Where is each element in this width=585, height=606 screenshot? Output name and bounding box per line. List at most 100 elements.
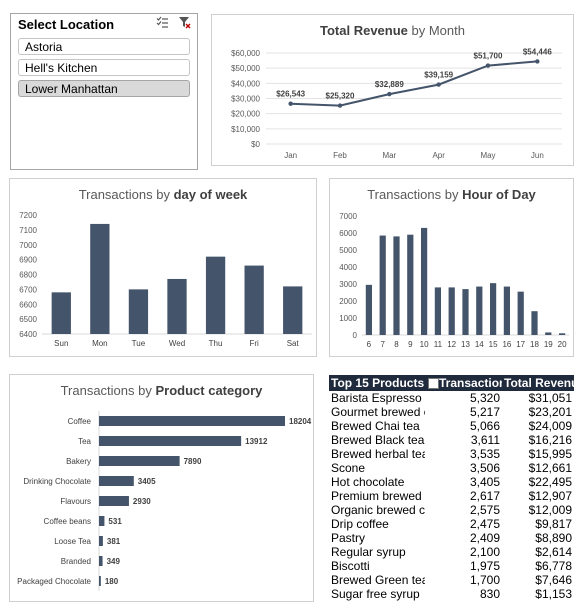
revenue-cell[interactable]: $7,646 bbox=[535, 573, 572, 587]
revenue-cell[interactable]: $9,817 bbox=[535, 517, 572, 531]
revenue-chart[interactable]: Total Revenue by Month $0 $10,000 $20,000 $… bbox=[211, 14, 574, 166]
dow-chart-plot: 6400 6500 6600 6700 6800 6900 7000 7100 7200 Sun M… bbox=[19, 211, 312, 348]
clear-filter-icon[interactable] bbox=[178, 16, 191, 34]
revenue-cell[interactable]: $16,216 bbox=[528, 433, 572, 447]
y-tick-label: 5000 bbox=[339, 246, 357, 255]
revenue-cell[interactable]: $12,907 bbox=[528, 489, 572, 503]
bar bbox=[99, 556, 103, 566]
column-header-transactions[interactable]: Transactions bbox=[425, 375, 502, 391]
table-row: Premium brewed coffee 2,617 $12,907 bbox=[329, 489, 574, 503]
table-row: Brewed herbal tea 3,535 $15,995 bbox=[329, 447, 574, 461]
x-tick-label: Wed bbox=[169, 339, 185, 348]
x-tick-label: 15 bbox=[489, 340, 498, 349]
revenue-cell[interactable]: $15,995 bbox=[528, 447, 572, 461]
transactions-cell[interactable]: 3,405 bbox=[469, 475, 500, 489]
hour-chart[interactable]: Transactions by Hour of Day 0 1000 2000 300… bbox=[329, 178, 574, 357]
product-name-cell[interactable]: Brewed Green tea bbox=[331, 573, 425, 587]
product-name-cell[interactable]: Regular syrup bbox=[331, 545, 406, 559]
product-name-cell[interactable]: Biscotti bbox=[331, 559, 370, 573]
transactions-cell[interactable]: 2,617 bbox=[469, 489, 500, 503]
filter-dropdown-icon[interactable] bbox=[428, 378, 439, 390]
product-name-cell[interactable]: Scone bbox=[331, 461, 366, 475]
revenue-cell[interactable]: $22,495 bbox=[528, 475, 572, 489]
product-name-cell[interactable]: Sugar free syrup bbox=[331, 587, 420, 601]
column-header-revenue[interactable]: Total Revenue bbox=[502, 375, 574, 391]
bar bbox=[99, 476, 134, 486]
table-row: Scone 3,506 $12,661 bbox=[329, 461, 574, 475]
multi-select-icon[interactable] bbox=[156, 16, 169, 34]
transactions-cell[interactable]: 2,475 bbox=[469, 517, 500, 531]
data-label: $26,543 bbox=[276, 90, 305, 99]
transactions-cell[interactable]: 3,611 bbox=[470, 433, 500, 447]
slicer-item-hells-kitchen[interactable]: Hell's Kitchen bbox=[18, 59, 190, 76]
bar bbox=[489, 283, 497, 335]
category-label: Coffee beans bbox=[44, 517, 91, 526]
product-name-cell[interactable]: Brewed Chai tea bbox=[331, 419, 420, 433]
product-name-cell[interactable]: Premium brewed coffee bbox=[331, 489, 425, 503]
transactions-cell[interactable]: 1,975 bbox=[469, 559, 500, 573]
revenue-cell[interactable]: $31,051 bbox=[528, 391, 572, 405]
slicer-title: Select Location bbox=[18, 17, 115, 32]
table-row: Brewed Green tea 1,700 $7,646 bbox=[329, 573, 574, 587]
revenue-cell[interactable]: $23,201 bbox=[528, 405, 572, 419]
revenue-cell[interactable]: $24,009 bbox=[528, 419, 572, 433]
x-tick-label: Sat bbox=[287, 339, 300, 348]
revenue-cell[interactable]: $6,778 bbox=[535, 559, 572, 573]
table-row: Pastry 2,409 $8,890 bbox=[329, 531, 574, 545]
transactions-cell[interactable]: 2,100 bbox=[469, 545, 500, 559]
transactions-cell[interactable]: 5,217 bbox=[469, 405, 500, 419]
y-tick-label: 6600 bbox=[19, 300, 37, 309]
x-tick-label: Mon bbox=[92, 339, 108, 348]
bar bbox=[448, 287, 455, 335]
product-name-cell[interactable]: Barista Espresso bbox=[331, 391, 422, 405]
bar bbox=[517, 291, 524, 335]
revenue-cell[interactable]: $8,890 bbox=[535, 531, 572, 545]
x-tick-label: 12 bbox=[447, 340, 456, 349]
product-name-cell[interactable]: Hot chocolate bbox=[331, 475, 405, 489]
bar bbox=[99, 536, 103, 546]
y-tick-label: 4000 bbox=[339, 263, 357, 272]
transactions-cell[interactable]: 5,320 bbox=[469, 391, 500, 405]
revenue-chart-title: Total Revenue by Month bbox=[320, 23, 465, 38]
revenue-cell[interactable]: $2,614 bbox=[535, 545, 572, 559]
transactions-cell[interactable]: 2,575 bbox=[469, 503, 500, 517]
bar bbox=[558, 333, 566, 335]
revenue-cell[interactable]: $12,661 bbox=[528, 461, 572, 475]
table-row: Biscotti 1,975 $6,778 bbox=[329, 559, 574, 573]
revenue-cell[interactable]: $12,009 bbox=[528, 503, 572, 517]
slicer-item-astoria[interactable]: Astoria bbox=[18, 38, 190, 55]
data-label: 531 bbox=[108, 517, 122, 526]
product-name-cell[interactable]: Pastry bbox=[331, 531, 366, 545]
slicer-item-lower-manhattan[interactable]: Lower Manhattan bbox=[18, 80, 190, 97]
y-tick-label: 6800 bbox=[19, 271, 37, 280]
transactions-cell[interactable]: 1,700 bbox=[469, 573, 500, 587]
revenue-chart-plot: $0 $10,000 $20,000 $30,000 $40,000 $50,000 $60… bbox=[231, 47, 562, 160]
bar bbox=[167, 278, 187, 334]
x-tick-label: Apr bbox=[432, 151, 445, 160]
product-name-cell[interactable]: Brewed herbal tea bbox=[331, 447, 425, 461]
product-name-cell[interactable]: Brewed Black tea bbox=[331, 433, 425, 447]
data-label: $39,159 bbox=[424, 71, 453, 80]
bar bbox=[51, 292, 71, 334]
bar bbox=[99, 576, 101, 586]
column-header-product[interactable]: Top 15 Products bbox=[329, 375, 425, 391]
transactions-cell[interactable]: 3,506 bbox=[469, 461, 500, 475]
product-chart[interactable]: Transactions by Product category Coffee 1… bbox=[9, 374, 314, 602]
y-tick-label: $20,000 bbox=[231, 110, 260, 119]
x-tick-label: Fri bbox=[249, 339, 259, 348]
transactions-cell[interactable]: 2,409 bbox=[469, 531, 500, 545]
revenue-cell[interactable]: $1,153 bbox=[535, 587, 572, 601]
product-name-cell[interactable]: Drip coffee bbox=[331, 517, 389, 531]
table-row: Gourmet brewed coffee 5,217 $23,201 bbox=[329, 405, 574, 419]
y-tick-label: 6000 bbox=[339, 229, 357, 238]
transactions-cell[interactable]: 3,535 bbox=[469, 447, 500, 461]
transactions-cell[interactable]: 5,066 bbox=[469, 419, 500, 433]
product-name-cell[interactable]: Organic brewed coffee bbox=[331, 503, 425, 517]
data-label: $32,889 bbox=[375, 80, 404, 89]
category-label: Loose Tea bbox=[54, 537, 91, 546]
transactions-cell[interactable]: 830 bbox=[479, 587, 500, 601]
data-point bbox=[436, 82, 441, 87]
dow-chart[interactable]: Transactions by day of week 6400 6500 6600… bbox=[9, 178, 317, 357]
product-name-cell[interactable]: Gourmet brewed coffee bbox=[331, 405, 425, 419]
category-label: Flavours bbox=[60, 497, 91, 506]
